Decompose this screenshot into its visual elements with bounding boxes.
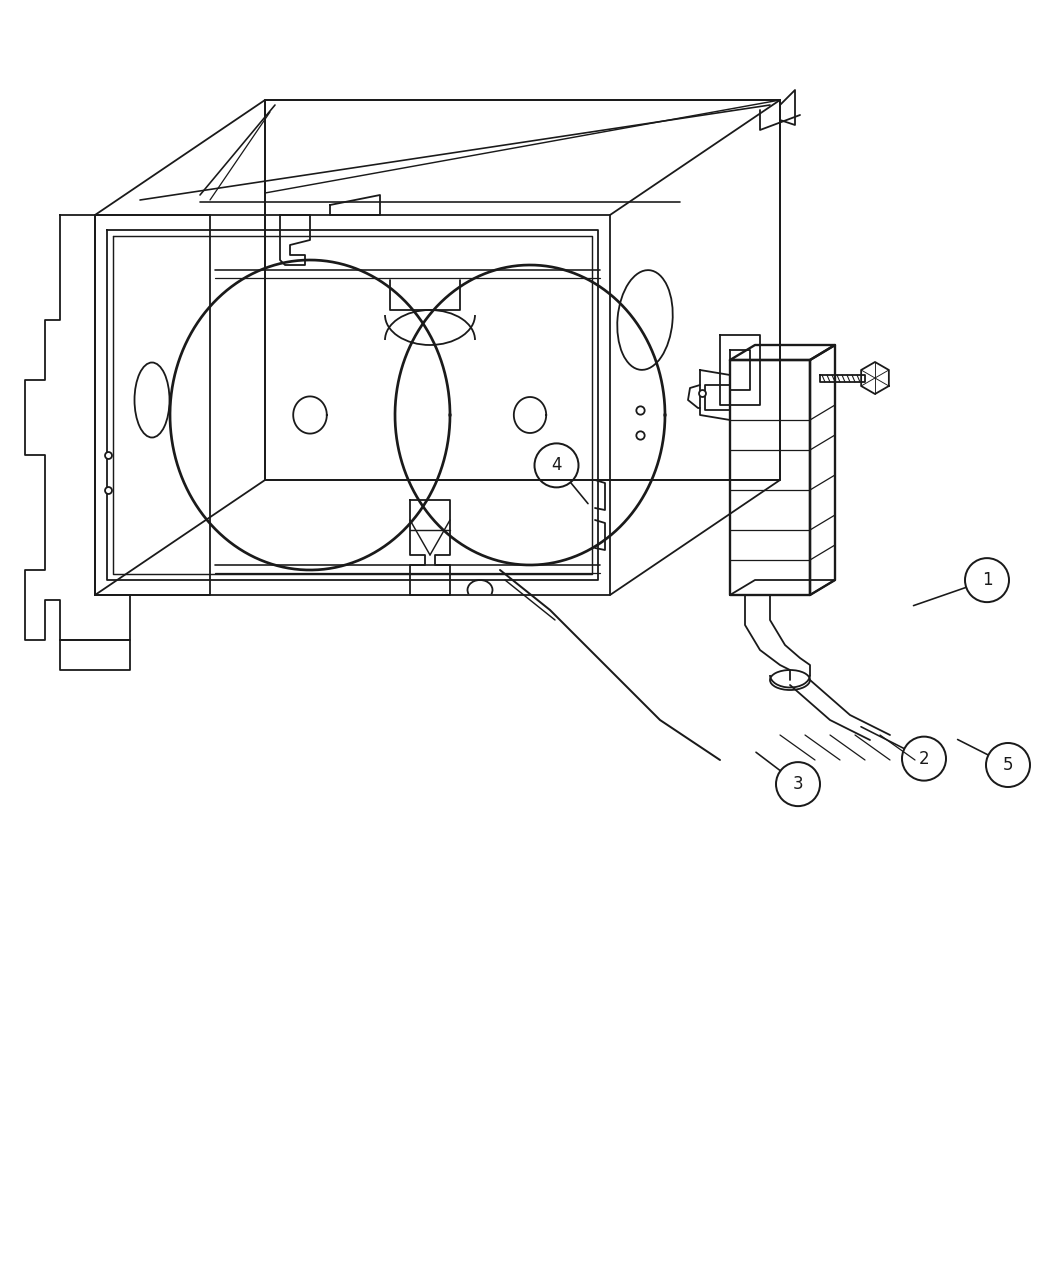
Text: 3: 3 [793,775,803,793]
Text: 5: 5 [1003,756,1013,774]
Text: 1: 1 [982,571,992,589]
Circle shape [902,737,946,780]
Circle shape [534,444,579,487]
Text: 2: 2 [919,750,929,768]
Circle shape [776,762,820,806]
Circle shape [965,558,1009,602]
Circle shape [986,743,1030,787]
Text: 4: 4 [551,456,562,474]
